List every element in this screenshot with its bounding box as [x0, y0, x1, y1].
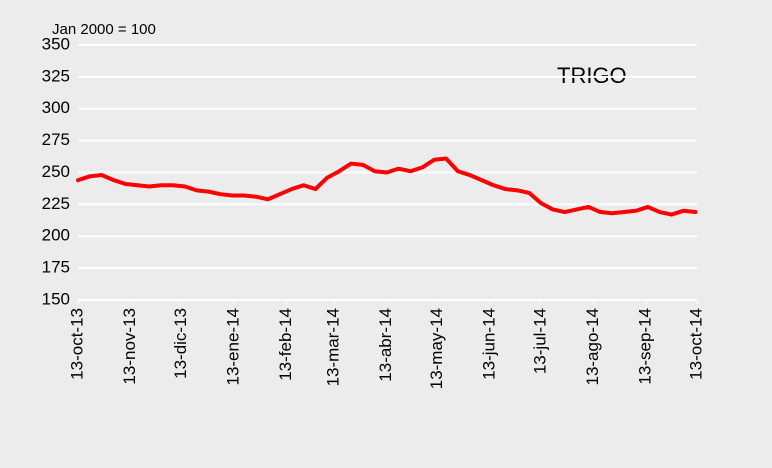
- x-tick-label: 13-dic-13: [171, 308, 190, 379]
- x-tick-label: 13-feb-14: [276, 308, 295, 381]
- y-tick-label: 200: [42, 226, 70, 245]
- x-tick-label: 13-ago-14: [583, 308, 602, 386]
- x-tick-label: 13-jul-14: [530, 308, 549, 374]
- y-tick-label: 300: [42, 98, 70, 117]
- y-tick-label: 350: [42, 34, 70, 53]
- line: [76, 156, 698, 217]
- x-tick-label: 13-jun-14: [480, 308, 499, 380]
- y-tick-label: 325: [42, 66, 70, 85]
- x-tick-label: 13-mar-14: [324, 308, 343, 386]
- y-tick-label: 175: [42, 258, 70, 277]
- y-tick-label: 225: [42, 194, 70, 213]
- y-tick-label: 250: [42, 162, 70, 181]
- y-tick-label: 150: [42, 289, 70, 308]
- x-tick-label: 13-oct-13: [67, 308, 86, 380]
- x-tick-label: 13-sep-14: [636, 308, 655, 385]
- x-tick-label: 13-nov-13: [120, 308, 139, 385]
- y-tick-label: 275: [42, 130, 70, 149]
- x-tick-label: 13-oct-14: [686, 308, 705, 380]
- x-tick-label: 13-may-14: [427, 308, 446, 389]
- x-tick-label: 13-abr-14: [376, 308, 395, 382]
- x-tick-label: 13-ene-14: [224, 308, 243, 386]
- annotation: Jan 2000 = 100: [52, 21, 156, 38]
- series-label: TRIGO: [557, 63, 627, 88]
